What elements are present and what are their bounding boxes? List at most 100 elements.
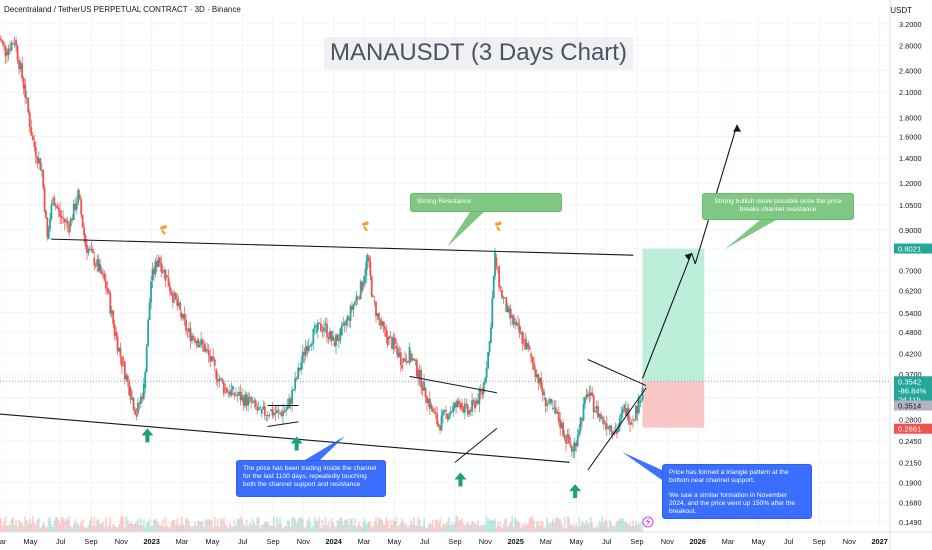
volume-bar <box>330 518 333 532</box>
candle-body <box>103 273 106 281</box>
candle-body <box>222 382 225 394</box>
candle-body <box>531 356 534 363</box>
volume-bar <box>150 526 152 532</box>
candle-body <box>588 392 591 396</box>
volume-bar <box>492 519 495 532</box>
volume-bar <box>461 518 463 532</box>
strong-resistance-note[interactable]: Strong Resistance <box>410 193 562 212</box>
volume-bar <box>427 524 430 532</box>
candle-body <box>499 287 502 289</box>
volume-bar <box>106 526 109 532</box>
volume-bar <box>268 524 271 532</box>
support-up-arrow <box>569 484 582 499</box>
candle-body <box>326 323 328 338</box>
triangle-note[interactable]: Price has formed a triangle pattern at t… <box>662 464 812 519</box>
volume-bar <box>544 527 547 532</box>
candle-body <box>94 265 97 267</box>
triangle-2025-lower <box>587 387 647 471</box>
volume-bar <box>4 516 7 532</box>
volume-bar <box>204 518 207 532</box>
candle-body <box>495 257 498 267</box>
volume-bar <box>103 526 106 532</box>
candle-body <box>455 402 457 407</box>
volume-bar <box>327 521 330 532</box>
candle-body <box>430 404 433 409</box>
support-up-arrow <box>454 472 467 487</box>
volume-bar <box>91 525 94 532</box>
candle-body <box>195 341 198 343</box>
candle-body <box>256 406 259 411</box>
candle-body <box>74 203 77 210</box>
volume-bar <box>49 516 51 532</box>
price-axis[interactable]: 3.2000 2.8000 2.4000 2.1000 1.8000 1.6000 1.40… <box>889 0 922 550</box>
candle-body <box>177 302 180 306</box>
volume-bar <box>465 523 468 532</box>
channel-note[interactable]: The price has been trading inside the ch… <box>236 460 386 497</box>
volume-bar <box>559 518 562 532</box>
volume-bar <box>200 521 203 532</box>
candle-body <box>242 397 245 406</box>
volume-bar <box>346 518 349 532</box>
volume-bar <box>218 526 221 532</box>
volume-bar <box>452 525 455 532</box>
volume-bar <box>12 516 14 532</box>
triangle-2024-lower <box>454 427 498 463</box>
candle-body <box>288 398 290 409</box>
candle-body <box>604 423 607 425</box>
volume-bar <box>155 520 158 532</box>
volume-bar <box>594 527 597 532</box>
volume-bar <box>447 517 450 532</box>
candle-body <box>253 400 256 402</box>
volume-bar <box>463 525 466 532</box>
candle-body <box>446 413 449 420</box>
volume-bar <box>382 523 385 532</box>
time-axis[interactable]: Mar May Jul Sep Nov 2023 Mar May Jul Sep Nov 2024 Ma… <box>0 531 932 546</box>
volume-bar <box>333 527 336 532</box>
volume-bar <box>65 518 68 532</box>
volume-bar <box>194 522 196 532</box>
candle-body <box>536 374 538 378</box>
candle-body <box>189 328 192 342</box>
x-tick-label: Mar <box>358 537 371 546</box>
candle-body <box>80 198 83 215</box>
volume-bar <box>227 527 230 532</box>
volume-bar <box>78 526 81 532</box>
volume-bar <box>81 519 84 532</box>
volume-bar <box>364 518 366 532</box>
volume-bar <box>362 521 365 532</box>
candle-body <box>449 411 452 416</box>
candle-body <box>13 43 16 45</box>
candle-body <box>411 358 414 361</box>
candle-body <box>482 381 485 393</box>
drawings <box>0 124 776 528</box>
candle-body <box>45 211 47 218</box>
candle-body <box>402 358 405 362</box>
candle-body <box>316 322 319 331</box>
volume-bar <box>1 525 4 532</box>
candle-body <box>376 313 379 317</box>
volume-bar <box>630 526 633 532</box>
volume-bar <box>197 520 199 532</box>
candle-body <box>477 400 479 405</box>
volume-bar <box>495 527 498 532</box>
volume-bar <box>474 523 476 532</box>
candle-body <box>22 78 25 89</box>
candle-body <box>49 218 51 229</box>
volume-bar <box>3 522 5 532</box>
volume-bar <box>13 525 16 532</box>
candle-body <box>356 296 359 299</box>
y-tick-label: 2.4000 <box>899 67 922 76</box>
y-tick-label: 1.0500 <box>899 201 922 210</box>
volume-bar <box>635 520 637 532</box>
symbol-header[interactable]: Decentraland / TetherUS PERPETUAL CONTRA… <box>4 5 241 14</box>
candle-body <box>333 342 336 347</box>
x-tick-label: Mar <box>722 537 735 546</box>
bullish-breakout-note[interactable]: Strong bullish move possible once the pr… <box>702 193 854 220</box>
volume-bar <box>100 523 103 532</box>
volume-bar <box>478 526 481 532</box>
volume-bar <box>348 524 350 532</box>
candle-body <box>71 218 74 221</box>
candle-body <box>84 235 87 247</box>
x-tick-label: Sep <box>448 537 461 546</box>
candle-body <box>538 377 541 384</box>
